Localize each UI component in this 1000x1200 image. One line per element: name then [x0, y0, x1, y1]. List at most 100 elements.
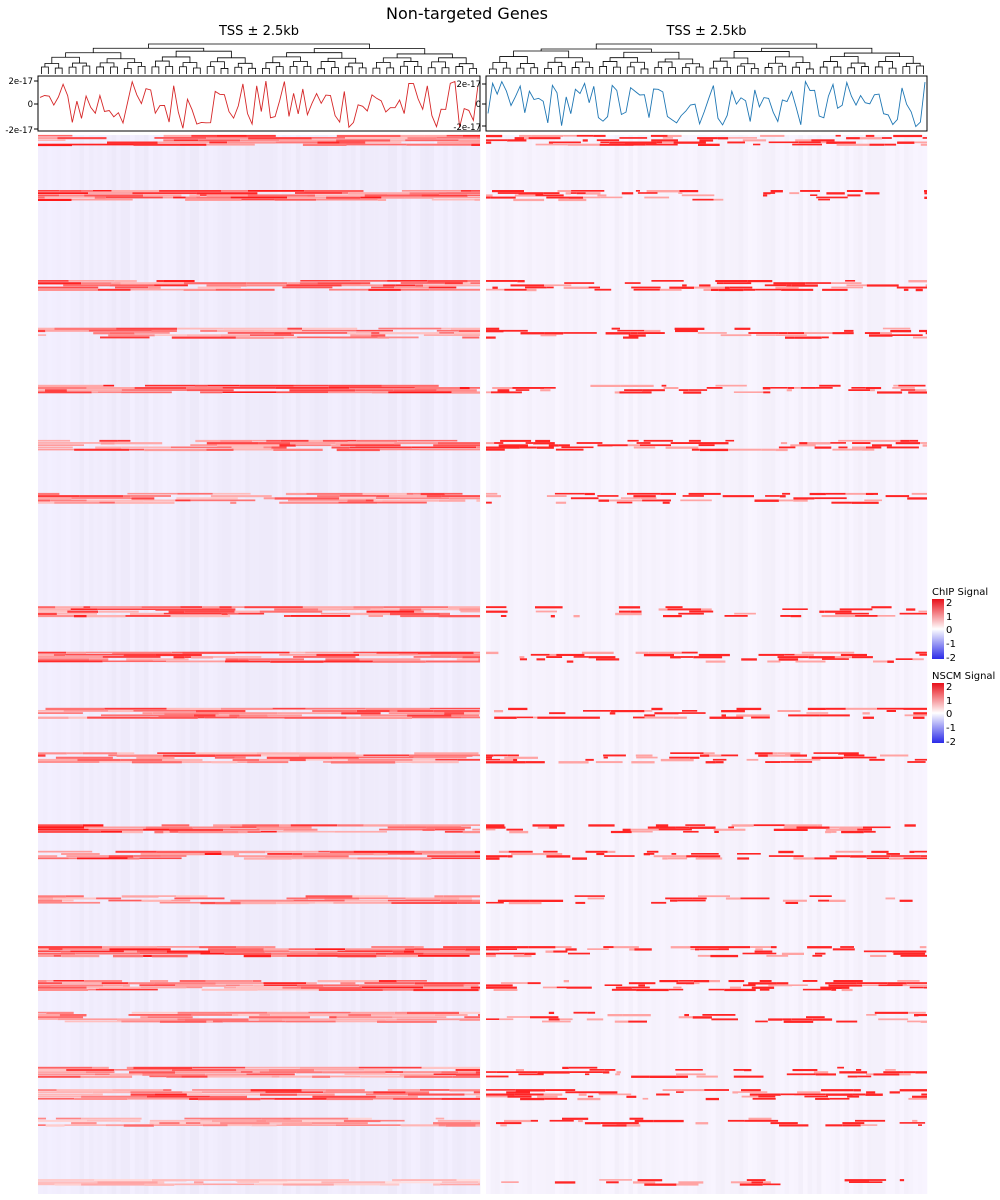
left-profile-y-axis: 2e-17 0 -2e-17: [5, 77, 38, 136]
left-heatmap-band-5-cell: [121, 446, 171, 449]
right-heatmap-column-bg-30: [623, 135, 629, 1194]
left-heatmap-band-1-cell: [38, 196, 45, 199]
right-heatmap-column-bg-36: [651, 135, 657, 1194]
left-heatmap-band-7-cell: [73, 615, 87, 618]
left-heatmap-band-10-cell: [472, 754, 480, 757]
left-dendrogram-branch-20: [317, 68, 326, 74]
left-heatmap-band-2-cell: [350, 280, 388, 282]
left-heatmap-band-17-cell: [240, 1071, 253, 1073]
right-heatmap-band-0-cell: [662, 141, 674, 144]
right-heatmap-column-bg-58: [752, 135, 758, 1194]
left-heatmap-band-8-cell: [38, 660, 103, 663]
left-heatmap-band-8-cell: [289, 651, 305, 654]
left-heatmap-band-5-cell: [340, 444, 356, 446]
left-heatmap-band-3-cell: [283, 336, 297, 339]
right-heatmap-band-5-cell: [486, 442, 495, 445]
left-heatmap-band-14-cell: [375, 952, 424, 955]
right-heatmap-column-bg-17: [564, 135, 569, 1194]
right-heatmap-band-19-cell: [626, 1124, 641, 1127]
left-heatmap-band-17-cell: [38, 1075, 81, 1078]
right-heatmap-band-12-cell: [691, 853, 719, 855]
right-heatmap-band-17-cell: [813, 1071, 829, 1074]
right-heatmap-band-1-cell: [583, 196, 601, 199]
right-heatmap-band-12-cell: [814, 857, 837, 860]
left-heatmap-band-3-cell: [379, 332, 440, 335]
left-heatmap-band-1-cell: [38, 190, 60, 192]
left-heatmap-band-6-cell: [123, 495, 131, 498]
right-heatmap-band-9-cell: [651, 707, 663, 711]
left-heatmap-column-bg-68: [351, 135, 356, 1194]
right-heatmap-band-16-cell: [755, 1020, 768, 1023]
left-heatmap-band-15-cell: [225, 984, 240, 987]
left-heatmap-band-17-cell: [236, 1069, 270, 1071]
left-heatmap-band-8-cell: [38, 656, 103, 658]
left-dendrogram-branch-41: [293, 60, 308, 67]
right-heatmap-band-12-cell: [835, 850, 864, 853]
right-heatmap-band-6-cell: [554, 492, 585, 495]
left-heatmap-column-bg-90: [452, 135, 458, 1194]
right-heatmap-band-13-cell: [508, 901, 542, 905]
right-heatmap-band-6-cell: [555, 501, 567, 504]
left-heatmap-band-1-cell: [404, 196, 434, 199]
right-heatmap-band-20-cell: [554, 1181, 576, 1184]
left-heatmap-band-18-cell: [265, 1091, 324, 1093]
right-heatmap-band-10-cell: [780, 761, 797, 763]
left-heatmap-band-0-cell: [317, 141, 340, 144]
left-heatmap-column-bg-45: [245, 135, 251, 1194]
left-heatmap-band-16-cell: [392, 1016, 447, 1018]
left-heatmap-band-17-cell: [279, 1075, 313, 1078]
right-heatmap-band-18-cell: [797, 1091, 821, 1094]
left-heatmap-column-bg-86: [433, 135, 439, 1194]
left-heatmap-band-19-cell: [227, 1124, 252, 1127]
left-heatmap-band-8-cell: [473, 651, 480, 654]
right-heatmap-band-18-cell: [704, 1089, 729, 1091]
right-heatmap-band-15-cell: [486, 984, 513, 987]
right-heatmap-band-6-cell: [680, 499, 712, 502]
left-heatmap-band-10-cell: [412, 758, 436, 761]
left-heatmap-band-4-cell: [381, 384, 439, 387]
left-heatmap-band-11-cell: [337, 824, 364, 827]
right-heatmap-band-16-cell: [548, 1011, 555, 1014]
right-heatmap-band-4-cell: [661, 384, 667, 387]
left-heatmap-band-5-cell: [144, 448, 207, 452]
left-dendrogram-branch-43: [348, 62, 363, 68]
right-heatmap-band-9-cell: [678, 712, 706, 714]
left-heatmap-column-bg-12: [93, 135, 99, 1194]
right-heatmap-column-bg-71: [812, 135, 818, 1194]
left-heatmap-band-12-cell: [221, 850, 266, 854]
right-heatmap-band-4-cell: [848, 389, 871, 391]
right-heatmap-band-12-cell: [643, 853, 650, 856]
left-heatmap-band-13-cell: [38, 895, 66, 898]
left-heatmap-band-8-cell: [413, 656, 452, 658]
left-heatmap-band-16-cell: [371, 1014, 435, 1016]
right-dendrogram-branch-57: [623, 51, 680, 59]
left-heatmap-band-7-cell: [163, 612, 222, 615]
left-heatmap-band-8-cell: [359, 653, 399, 657]
left-heatmap-band-13-cell: [53, 897, 97, 900]
left-heatmap-band-9-cell: [68, 716, 88, 719]
left-heatmap-band-13-cell: [276, 901, 309, 905]
right-dendrogram-branch-16: [709, 67, 718, 74]
left-heatmap-band-11-cell: [290, 824, 338, 827]
right-heatmap-band-3-cell: [623, 336, 639, 339]
left-heatmap-band-14-cell: [208, 948, 264, 951]
right-dendrogram-branch-61: [761, 47, 873, 54]
left-heatmap-band-8-cell: [248, 658, 304, 661]
right-heatmap-band-5-cell: [486, 446, 520, 449]
left-heatmap-band-15-cell: [263, 982, 307, 985]
left-heatmap-band-5-cell: [220, 439, 253, 443]
left-heatmap-band-13-cell: [459, 897, 472, 900]
right-heatmap-band-0-cell: [846, 137, 860, 140]
left-heatmap-band-19-cell: [105, 1124, 124, 1127]
left-heatmap-band-20-cell: [144, 1183, 175, 1186]
left-heatmap-band-9-cell: [150, 716, 198, 719]
right-heatmap-column-bg-47: [701, 135, 707, 1194]
right-heatmap-band-18-cell: [853, 1089, 861, 1092]
right-dendrogram-branch-3: [530, 67, 539, 74]
left-heatmap-band-16-cell: [396, 1018, 460, 1021]
left-dendrogram-branch-22: [344, 66, 353, 74]
left-dendrogram-branch-51: [217, 57, 246, 64]
left-heatmap-band-7-cell: [244, 606, 303, 609]
right-heatmap-band-3-cell: [821, 336, 829, 339]
left-heatmap-band-2-cell: [371, 286, 395, 289]
